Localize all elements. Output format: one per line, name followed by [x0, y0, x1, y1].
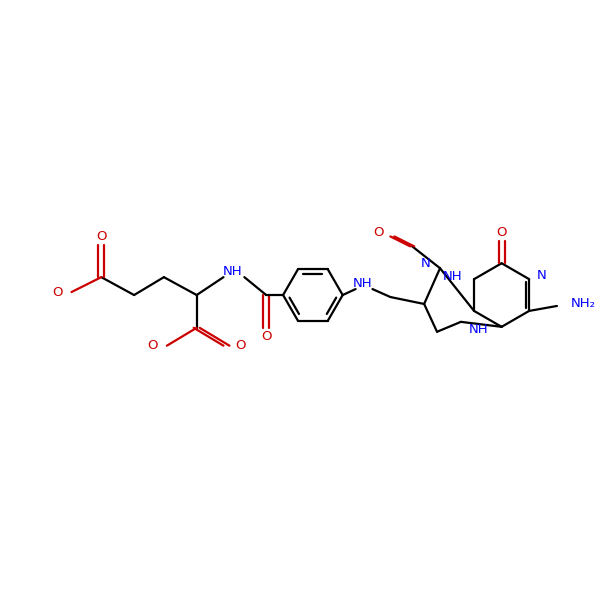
Text: O: O — [52, 286, 62, 299]
Text: O: O — [261, 330, 271, 343]
Text: NH: NH — [469, 323, 488, 336]
Text: N: N — [537, 269, 547, 281]
Text: N: N — [421, 257, 430, 270]
Text: O: O — [96, 230, 107, 243]
Text: O: O — [148, 339, 158, 352]
Text: O: O — [496, 226, 507, 239]
Text: NH: NH — [353, 277, 373, 290]
Text: NH: NH — [223, 265, 242, 278]
Text: NH₂: NH₂ — [571, 298, 596, 310]
Text: NH: NH — [443, 269, 462, 283]
Text: O: O — [373, 226, 383, 239]
Text: O: O — [235, 339, 246, 352]
